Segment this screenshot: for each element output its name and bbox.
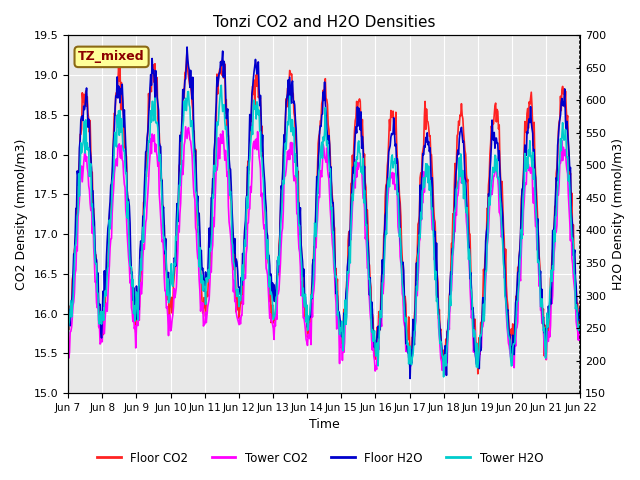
Tower CO2 — [178, 157, 186, 163]
Tower CO2 — [206, 281, 214, 287]
Tower H2O — [402, 315, 410, 321]
Tower CO2 — [74, 248, 81, 254]
Tower H2O — [577, 327, 584, 333]
Floor CO2 — [474, 371, 482, 377]
Floor CO2 — [64, 322, 72, 328]
Floor H2O — [178, 114, 186, 120]
Title: Tonzi CO2 and H2O Densities: Tonzi CO2 and H2O Densities — [213, 15, 435, 30]
Floor CO2 — [183, 48, 191, 53]
Tower H2O — [387, 163, 395, 168]
Tower H2O — [74, 213, 81, 219]
Floor H2O — [183, 44, 191, 50]
Floor CO2 — [402, 301, 410, 307]
Floor H2O — [64, 312, 72, 318]
Tower CO2 — [441, 372, 449, 378]
Text: TZ_mixed: TZ_mixed — [78, 50, 145, 63]
Y-axis label: CO2 Density (mmol/m3): CO2 Density (mmol/m3) — [15, 139, 28, 290]
Tower H2O — [205, 276, 213, 281]
Line: Floor CO2: Floor CO2 — [68, 50, 580, 374]
X-axis label: Time: Time — [309, 419, 340, 432]
Floor H2O — [126, 220, 134, 226]
Floor H2O — [387, 134, 395, 140]
Tower H2O — [64, 336, 72, 341]
Tower CO2 — [64, 340, 72, 346]
Tower H2O — [178, 137, 186, 143]
Tower CO2 — [577, 336, 584, 342]
Line: Tower CO2: Tower CO2 — [68, 127, 580, 375]
Floor H2O — [74, 168, 81, 174]
Floor CO2 — [74, 210, 81, 216]
Floor CO2 — [577, 327, 584, 333]
Floor CO2 — [126, 241, 134, 247]
Floor H2O — [206, 244, 214, 250]
Floor CO2 — [387, 108, 395, 113]
Tower H2O — [440, 374, 447, 380]
Floor H2O — [406, 376, 414, 382]
Tower CO2 — [126, 280, 134, 286]
Y-axis label: H2O Density (mmol/m3): H2O Density (mmol/m3) — [612, 138, 625, 290]
Floor H2O — [402, 341, 410, 347]
Legend: Floor CO2, Tower CO2, Floor H2O, Tower H2O: Floor CO2, Tower CO2, Floor H2O, Tower H… — [92, 447, 548, 469]
Line: Tower H2O: Tower H2O — [68, 85, 580, 377]
Floor H2O — [577, 313, 584, 319]
Tower H2O — [218, 83, 225, 88]
Line: Floor H2O: Floor H2O — [68, 47, 580, 379]
Tower CO2 — [402, 348, 410, 354]
Floor CO2 — [178, 131, 186, 137]
Tower CO2 — [387, 172, 395, 178]
Tower CO2 — [182, 124, 189, 130]
Tower H2O — [126, 263, 134, 269]
Floor CO2 — [206, 264, 214, 270]
